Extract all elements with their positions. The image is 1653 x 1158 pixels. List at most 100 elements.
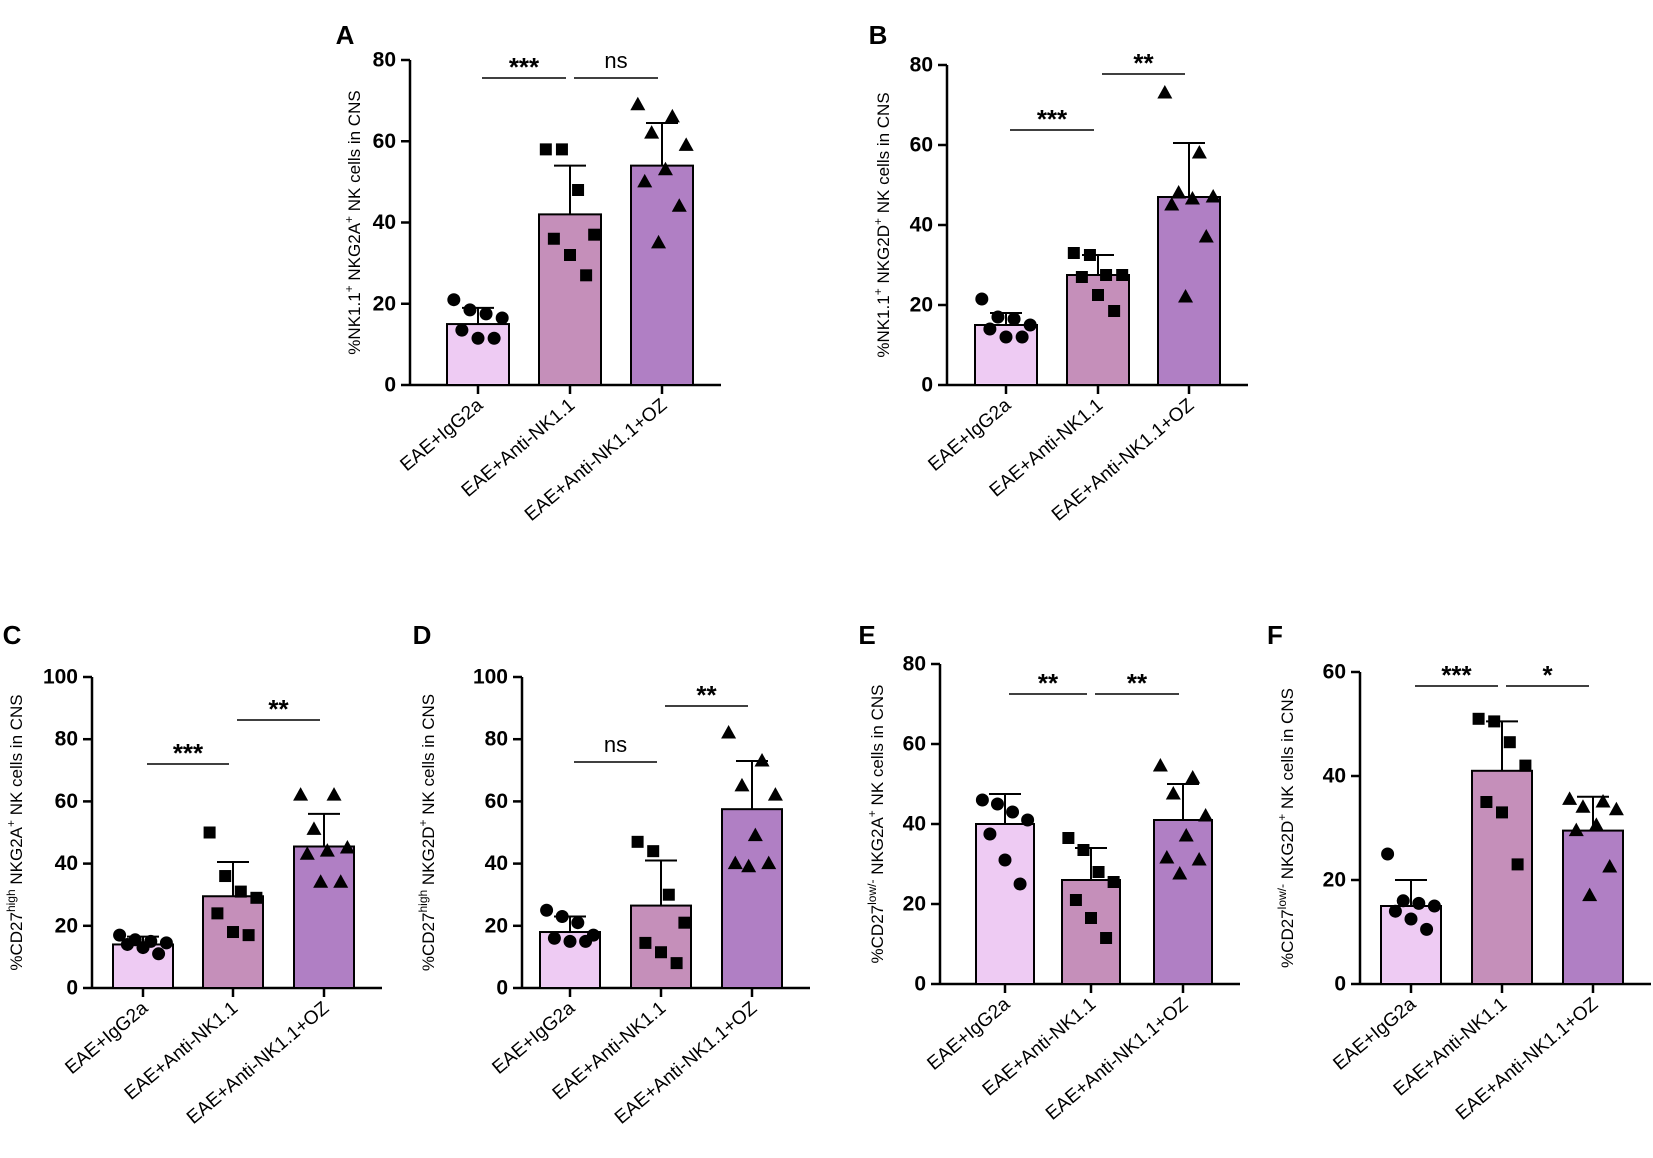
y-axis-label-part: %CD27 bbox=[1278, 909, 1297, 968]
data-point-triangle bbox=[1185, 770, 1201, 784]
data-point-circle bbox=[113, 928, 127, 942]
y-axis-label-part: NK cells in CNS bbox=[7, 694, 26, 820]
data-point-square bbox=[662, 888, 675, 901]
data-point-circle bbox=[152, 947, 166, 961]
y-axis-label: %CD27low/- NKG2D+ NK cells in CNS bbox=[1275, 688, 1297, 968]
y-axis-label-part: NK cells in CNS bbox=[874, 92, 893, 218]
y-axis-label-sup: low/- bbox=[1275, 884, 1289, 909]
data-point-circle bbox=[975, 793, 989, 807]
data-point-square bbox=[655, 946, 667, 959]
data-point-circle bbox=[983, 827, 997, 841]
data-point-circle bbox=[120, 937, 134, 951]
y-tick-label: 0 bbox=[384, 374, 396, 397]
data-point-square bbox=[1092, 289, 1104, 301]
y-tick-label: 20 bbox=[910, 294, 933, 317]
y-axis-label-part: %CD27 bbox=[7, 912, 26, 971]
data-point-square bbox=[588, 228, 601, 241]
data-point-triangle bbox=[1588, 817, 1604, 831]
data-point-circle bbox=[471, 331, 485, 345]
data-point-triangle bbox=[767, 787, 783, 801]
significance-label: *** bbox=[1441, 660, 1472, 690]
data-point-triangle bbox=[1178, 828, 1194, 842]
data-point-triangle bbox=[1184, 191, 1200, 205]
panel-letter: F bbox=[1267, 620, 1283, 650]
category-label: EAE+IgG2a bbox=[923, 993, 1014, 1074]
data-point-circle bbox=[1015, 330, 1029, 344]
y-axis-label-part: %CD27 bbox=[868, 905, 887, 964]
data-point-circle bbox=[571, 916, 585, 930]
data-point-circle bbox=[983, 322, 997, 336]
y-tick-label: 0 bbox=[66, 977, 78, 1000]
significance-label: ** bbox=[1038, 668, 1059, 698]
chart-panel-e: E 0 20 40 60 80 %CD27low/- NKG2A+ NK cells in … bbox=[858, 620, 1240, 1125]
data-point-circle bbox=[479, 307, 493, 321]
data-point-circle bbox=[159, 936, 173, 950]
y-axis-label-sup: + bbox=[1275, 814, 1289, 821]
data-point-triangle bbox=[727, 855, 743, 870]
data-point-triangle bbox=[1172, 866, 1188, 880]
y-tick-label: 40 bbox=[1323, 765, 1346, 788]
data-point-circle bbox=[1006, 805, 1020, 819]
data-point-triangle bbox=[651, 234, 667, 249]
y-axis-label-part: NKG2D bbox=[1278, 821, 1297, 884]
y-axis-label-part: NKG2D bbox=[419, 827, 438, 890]
data-point-triangle bbox=[1178, 289, 1194, 303]
significance-label: ** bbox=[268, 694, 289, 724]
data-point-square bbox=[678, 916, 691, 929]
data-point-square bbox=[539, 143, 552, 156]
data-point-square bbox=[203, 826, 216, 839]
data-point-square bbox=[219, 870, 232, 883]
data-point-triangle bbox=[761, 855, 777, 870]
bar bbox=[975, 823, 1035, 985]
y-axis-label-sup: + bbox=[342, 285, 356, 292]
chart-panel-f: F 0 20 40 60 %CD27low/- NKG2D+ NK cells in CN… bbox=[1267, 620, 1651, 1125]
y-tick-label: 80 bbox=[373, 49, 396, 72]
y-tick-label: 60 bbox=[55, 790, 78, 813]
y-tick-label: 0 bbox=[496, 977, 508, 1000]
significance-label: * bbox=[1542, 660, 1553, 690]
data-point-circle bbox=[463, 303, 477, 317]
significance-label: ** bbox=[1133, 48, 1154, 78]
data-point-circle bbox=[136, 941, 150, 955]
y-axis-label-sup: high bbox=[416, 890, 430, 913]
y-tick-label: 60 bbox=[485, 790, 508, 813]
significance-label: ** bbox=[1127, 668, 1148, 698]
data-point-square bbox=[1503, 736, 1516, 749]
y-axis-label-sup: high bbox=[4, 889, 18, 912]
data-point-square bbox=[1496, 806, 1508, 819]
data-point-square bbox=[1116, 269, 1129, 281]
data-point-circle bbox=[495, 311, 509, 325]
data-point-triangle bbox=[678, 137, 694, 151]
bar bbox=[1380, 905, 1442, 985]
data-point-circle bbox=[998, 853, 1012, 867]
category-label: EAE+IgG2a bbox=[396, 394, 487, 475]
y-tick-label: 20 bbox=[485, 914, 508, 937]
y-tick-label: 80 bbox=[910, 54, 933, 77]
data-point-triangle bbox=[1191, 852, 1207, 866]
chart-panel-d: D 0 20 40 60 80 100 %CD27high NKG2D+ NK cells i… bbox=[413, 620, 810, 1129]
y-axis-label-part: %NK1.1 bbox=[345, 292, 364, 354]
y-tick-label: 40 bbox=[903, 813, 926, 836]
data-point-square bbox=[1100, 932, 1113, 944]
data-point-triangle bbox=[1602, 859, 1618, 873]
significance-label: ** bbox=[696, 680, 717, 710]
y-axis-label-part: NKG2A bbox=[7, 826, 26, 889]
data-point-square bbox=[1062, 832, 1075, 844]
data-point-circle bbox=[555, 909, 569, 923]
y-axis-label-part: NK cells in CNS bbox=[345, 90, 364, 216]
data-point-square bbox=[631, 835, 644, 848]
data-point-square bbox=[639, 936, 652, 949]
data-point-square bbox=[670, 957, 683, 970]
y-axis-label-sup: + bbox=[416, 820, 430, 827]
data-point-triangle bbox=[306, 821, 322, 835]
data-point-square bbox=[1519, 759, 1532, 772]
y-axis-label-part: %NK1.1 bbox=[874, 295, 893, 357]
data-point-triangle bbox=[671, 198, 687, 212]
data-point-triangle bbox=[637, 173, 653, 188]
y-axis-label-part: %CD27 bbox=[419, 913, 438, 972]
data-point-circle bbox=[1013, 877, 1027, 891]
data-point-square bbox=[572, 184, 585, 196]
y-tick-label: 100 bbox=[43, 666, 78, 689]
data-point-square bbox=[647, 845, 660, 858]
